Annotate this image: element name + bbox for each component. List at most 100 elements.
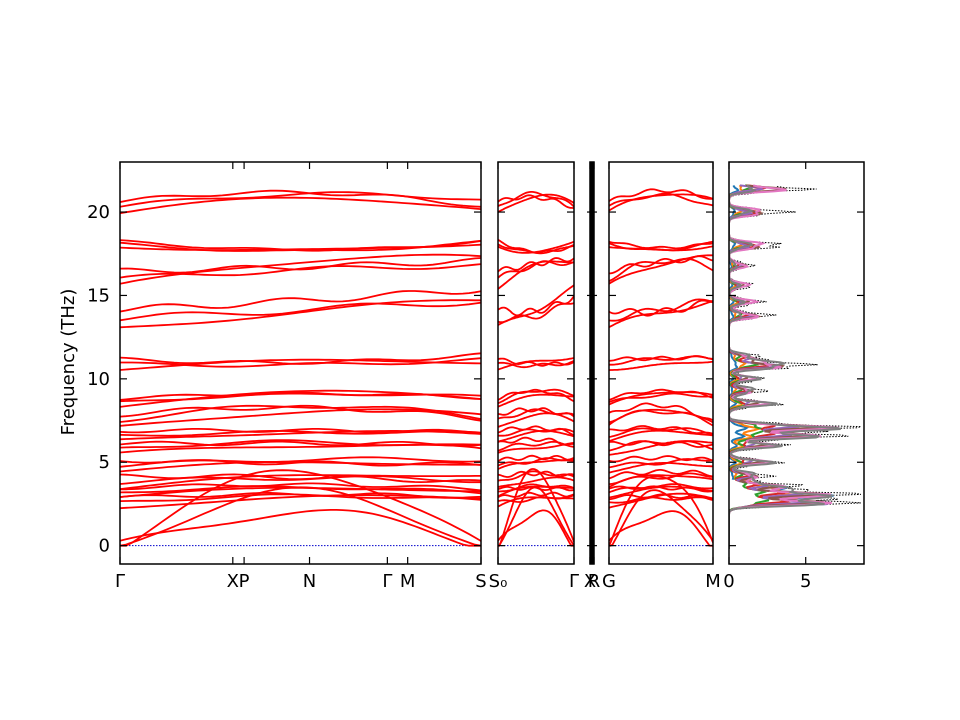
panel-p2: S₀ Γ [489, 161, 579, 592]
band-line [498, 470, 574, 482]
band-line [498, 388, 574, 405]
band-line [120, 239, 481, 252]
band-line [120, 428, 481, 434]
panel-p2-plot [498, 191, 574, 547]
band-line [498, 483, 574, 493]
band-line [498, 491, 574, 499]
band-line [498, 509, 574, 547]
band-line [609, 440, 713, 448]
band-line [120, 509, 481, 547]
partial-dos-line [729, 184, 841, 549]
y-tick-label: 10 [87, 369, 110, 390]
x-tick-label: M [705, 571, 721, 592]
band-line [498, 436, 574, 446]
panel-p4-plot [609, 188, 713, 547]
band-line [609, 192, 713, 207]
x-tick-label: 0 [723, 571, 734, 592]
band-line [498, 454, 574, 462]
band-line [609, 425, 713, 435]
band-line [609, 469, 713, 480]
band-line [609, 298, 713, 322]
x-tick-label: Γ [115, 571, 125, 592]
band-line [498, 476, 574, 488]
band-line [498, 194, 574, 209]
band-line [498, 457, 574, 467]
partial-dos-line [729, 184, 839, 549]
band-line [120, 391, 481, 401]
panel-frame [119, 161, 482, 565]
band-line [120, 301, 481, 322]
band-line [120, 459, 481, 467]
band-line [609, 240, 713, 252]
x-tick-label: S [475, 571, 486, 592]
y-tick-label: 5 [99, 452, 110, 473]
x-tick-label: N [303, 571, 316, 592]
x-tick-label: 5 [800, 571, 811, 592]
x-tick-label: S₀ [489, 571, 508, 592]
band-line [609, 402, 713, 422]
band-line [609, 462, 713, 474]
band-line [498, 442, 574, 454]
band-line [120, 191, 481, 208]
band-line [498, 407, 574, 418]
band-line [120, 189, 481, 208]
band-line [120, 482, 481, 492]
band-line [120, 257, 481, 274]
band-line [498, 393, 574, 408]
band-line [498, 429, 574, 443]
band-line [609, 300, 713, 328]
band-line [120, 299, 481, 329]
band-line [609, 255, 713, 275]
band-line [498, 470, 574, 478]
band-line [120, 430, 481, 437]
panel-frame [589, 161, 595, 565]
band-line [609, 472, 713, 486]
x-tick-label: Γ [382, 571, 392, 592]
band-line [609, 489, 713, 547]
band-line [609, 355, 713, 362]
band-line [120, 439, 481, 450]
band-line [609, 485, 713, 493]
band-line [609, 455, 713, 463]
band-line [609, 257, 713, 282]
x-tick-label: X [584, 571, 596, 592]
band-line [609, 458, 713, 469]
band-line [498, 493, 574, 503]
band-line [498, 191, 574, 208]
band-line [498, 357, 574, 367]
band-line [120, 469, 481, 547]
band-line [120, 404, 481, 422]
band-line [120, 404, 481, 423]
band-line [120, 196, 481, 215]
band-line [609, 409, 713, 427]
panel-p3: XR [584, 161, 601, 592]
band-line [609, 188, 713, 202]
band-line [609, 388, 713, 401]
band-line [609, 496, 713, 504]
band-line [609, 360, 713, 371]
y-tick-label: 15 [87, 285, 110, 306]
band-line [498, 302, 574, 324]
y-axis-label: Frequency (THz) [58, 289, 79, 436]
x-tick-label: R [588, 571, 601, 592]
band-line [609, 510, 713, 547]
y-tick-label: 0 [99, 536, 110, 557]
x-tick-label: Γ [569, 571, 579, 592]
panel-frame [497, 161, 575, 565]
band-line [498, 486, 574, 492]
band-line [120, 440, 481, 447]
band-line [120, 290, 481, 313]
panel-p1-plot [120, 189, 481, 547]
x-tick-label: P [239, 571, 250, 592]
band-line [609, 493, 713, 501]
panel-p3-plot [590, 162, 594, 564]
x-tick-label: M [400, 571, 416, 592]
band-line [498, 257, 574, 273]
y-tick-label: 20 [87, 202, 110, 223]
band-line [120, 485, 481, 495]
band-line [120, 473, 481, 484]
